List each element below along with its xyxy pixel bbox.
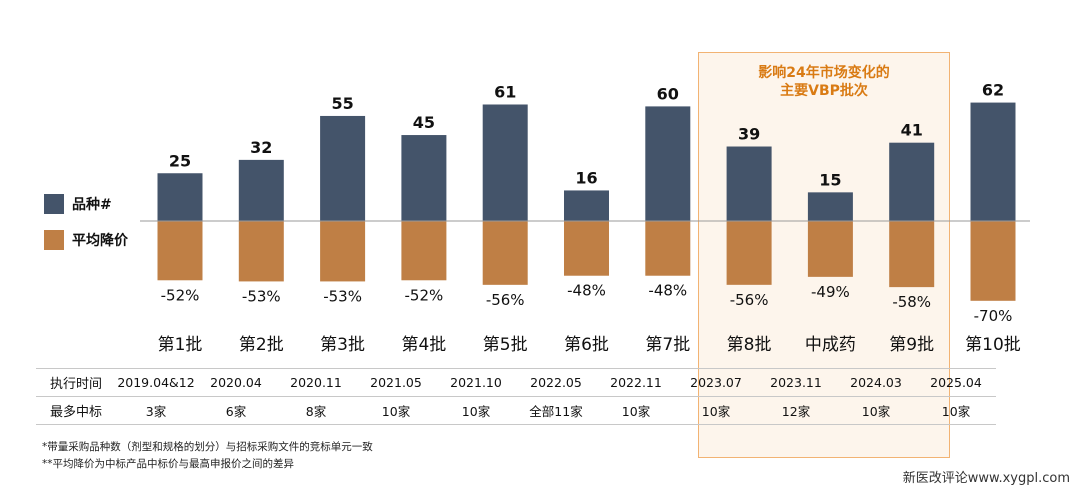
count-value-label: 60 bbox=[657, 84, 679, 103]
winners-cell: 10家 bbox=[596, 396, 676, 425]
count-value-label: 45 bbox=[413, 113, 435, 132]
count-bar bbox=[564, 190, 609, 221]
date-cell: 2023.07 bbox=[676, 368, 756, 397]
price-bar bbox=[238, 221, 284, 282]
category-label: 第1批 bbox=[158, 335, 203, 355]
winners-cell: 10家 bbox=[836, 396, 916, 425]
price-value-label: -48% bbox=[648, 282, 687, 300]
price-value-label: -58% bbox=[892, 293, 931, 311]
count-bar bbox=[726, 146, 772, 221]
price-bar bbox=[401, 221, 447, 281]
highlight-line-2: 主要VBP批次 bbox=[780, 83, 868, 99]
date-cell: 2021.10 bbox=[436, 368, 516, 397]
category-label: 第3批 bbox=[320, 335, 365, 355]
count-value-label: 32 bbox=[250, 138, 272, 157]
count-bar bbox=[645, 106, 691, 221]
count-value-label: 15 bbox=[819, 170, 841, 189]
price-bar bbox=[645, 221, 691, 276]
count-bar bbox=[970, 102, 1016, 221]
price-value-label: -53% bbox=[323, 287, 362, 305]
category-label: 第6批 bbox=[564, 335, 609, 355]
price-value-label: -56% bbox=[730, 291, 769, 309]
winners-cell: 10家 bbox=[676, 396, 756, 425]
count-value-label: 16 bbox=[575, 168, 597, 187]
count-bar bbox=[157, 173, 203, 221]
date-cell: 2023.11 bbox=[756, 368, 836, 397]
price-value-label: -52% bbox=[161, 286, 200, 304]
category-label: 中成药 bbox=[805, 335, 856, 355]
highlight-line-1: 影响24年市场变化的 bbox=[758, 65, 890, 81]
count-bar bbox=[320, 115, 366, 221]
count-bar bbox=[238, 159, 284, 221]
price-bar bbox=[726, 221, 772, 285]
count-bar bbox=[807, 192, 853, 221]
category-label: 第9批 bbox=[889, 335, 934, 355]
price-bar bbox=[482, 221, 528, 285]
winners-cell: 6家 bbox=[196, 396, 276, 425]
category-label: 第7批 bbox=[645, 335, 690, 355]
category-label: 第5批 bbox=[483, 335, 528, 355]
winners-cell: 8家 bbox=[276, 396, 356, 425]
date-cell: 2019.04&12 bbox=[116, 368, 196, 397]
date-cell: 2025.04 bbox=[916, 368, 996, 397]
price-value-label: -56% bbox=[486, 291, 525, 309]
bar-chart: 25 -52% 第1批 32 -53% 第2批 55 -53% 第3批 45 -52% 第4批 61 -5… bbox=[140, 81, 1030, 355]
winners-cell: 10家 bbox=[916, 396, 996, 425]
price-bar bbox=[157, 221, 203, 281]
date-cell: 2020.11 bbox=[276, 368, 356, 397]
date-cell: 2024.03 bbox=[836, 368, 916, 397]
winners-cell: 12家 bbox=[756, 396, 836, 425]
count-bar bbox=[401, 135, 447, 221]
date-cell: 2022.11 bbox=[596, 368, 676, 397]
price-bar bbox=[807, 221, 853, 277]
row-head-winners: 最多中标 bbox=[36, 396, 116, 425]
row-head-date: 执行时间 bbox=[36, 368, 116, 397]
info-table: 执行时间 2019.04&12 2020.04 2020.11 2021.05 … bbox=[36, 368, 996, 425]
price-bar bbox=[970, 221, 1016, 301]
legend-count: 品种# bbox=[44, 194, 112, 214]
legend-price: 平均降价 bbox=[44, 230, 128, 250]
legend-price-swatch bbox=[44, 230, 64, 250]
count-value-label: 25 bbox=[169, 151, 191, 170]
table-row-winners: 最多中标 3家 6家 8家 10家 10家 全部11家 10家 10家 12家 … bbox=[36, 396, 996, 425]
winners-cell: 10家 bbox=[436, 396, 516, 425]
price-value-label: -53% bbox=[242, 287, 281, 305]
count-bar bbox=[889, 142, 935, 221]
date-cell: 2020.04 bbox=[196, 368, 276, 397]
category-label: 第10批 bbox=[965, 335, 1021, 355]
count-bar bbox=[482, 104, 528, 221]
count-value-label: 41 bbox=[901, 121, 923, 140]
price-bar bbox=[889, 221, 935, 288]
highlight-annotation: 影响24年市场变化的 主要VBP批次 bbox=[698, 64, 950, 100]
legend-price-label: 平均降价 bbox=[72, 233, 128, 249]
legend-count-label: 品种# bbox=[72, 197, 112, 213]
count-value-label: 61 bbox=[494, 82, 516, 101]
count-value-label: 62 bbox=[982, 81, 1004, 100]
winners-cell: 3家 bbox=[116, 396, 196, 425]
count-value-label: 39 bbox=[738, 125, 760, 144]
winners-cell: 10家 bbox=[356, 396, 436, 425]
price-value-label: -49% bbox=[811, 283, 850, 301]
category-label: 第8批 bbox=[727, 335, 772, 355]
price-value-label: -70% bbox=[974, 307, 1013, 325]
legend-count-swatch bbox=[44, 194, 64, 214]
footnote-1: *带量采购品种数（剂型和规格的划分）与招标采购文件的竞标单元一致 bbox=[42, 441, 373, 453]
date-cell: 2021.05 bbox=[356, 368, 436, 397]
price-value-label: -48% bbox=[567, 282, 606, 300]
winners-cell: 全部11家 bbox=[516, 396, 596, 425]
price-bar bbox=[320, 221, 366, 282]
price-bar bbox=[564, 221, 609, 276]
footnote-2: **平均降价为中标产品中标价与最高申报价之间的差异 bbox=[42, 458, 294, 470]
count-value-label: 55 bbox=[331, 94, 353, 113]
price-value-label: -52% bbox=[405, 286, 444, 304]
date-cell: 2022.05 bbox=[516, 368, 596, 397]
site-watermark: 新医改评论www.xygpl.com bbox=[902, 471, 1070, 486]
category-label: 第2批 bbox=[239, 335, 284, 355]
table-row-date: 执行时间 2019.04&12 2020.04 2020.11 2021.05 … bbox=[36, 368, 996, 397]
category-label: 第4批 bbox=[401, 335, 446, 355]
